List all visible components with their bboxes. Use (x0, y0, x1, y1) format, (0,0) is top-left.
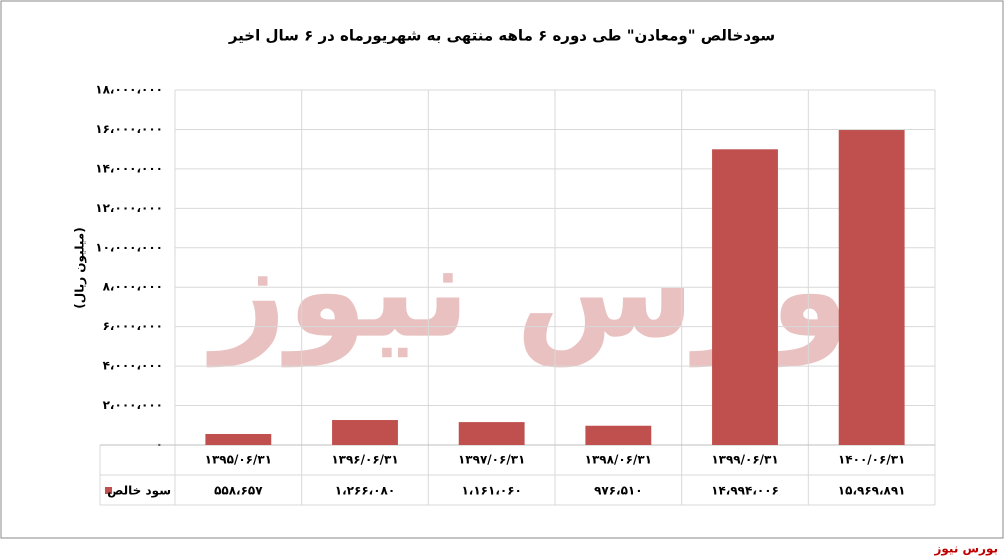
table-value: ۵۵۸،۶۵۷ (214, 484, 263, 498)
table-value: ۱۴،۹۹۴،۰۰۶ (711, 484, 779, 498)
x-tick-label: ۱۳۹۶/۰۶/۳۱ (331, 453, 398, 467)
table-value: ۱،۲۶۶،۰۸۰ (335, 484, 395, 498)
y-tick-label: ۲،۰۰۰،۰۰۰ (103, 398, 163, 412)
bar (712, 149, 778, 445)
bar (332, 420, 398, 445)
watermark: بورس نیوز (206, 215, 900, 368)
bar (838, 130, 905, 445)
x-tick-label: ۱۳۹۵/۰۶/۳۱ (205, 453, 272, 467)
y-tick-label: ۱۸،۰۰۰،۰۰۰ (95, 83, 163, 97)
y-tick-label: ۱۲،۰۰۰،۰۰۰ (95, 201, 163, 215)
source: بورس نیوز (933, 542, 998, 557)
table-value: ۹۷۶،۵۱۰ (594, 484, 643, 498)
y-tick-label: ۸،۰۰۰،۰۰۰ (103, 280, 163, 294)
y-tick-label: ۶،۰۰۰،۰۰۰ (103, 319, 163, 333)
legend-label: سود خالص (107, 484, 171, 499)
bar (585, 425, 652, 445)
y-tick-label: ۱۴،۰۰۰،۰۰۰ (95, 161, 163, 175)
y-tick-label: ۱۶،۰۰۰،۰۰۰ (95, 122, 163, 136)
legend-key (105, 487, 112, 494)
x-tick-label: ۱۴۰۰/۰۶/۳۱ (838, 453, 905, 467)
table-value: ۱،۱۶۱،۰۶۰ (461, 484, 521, 498)
x-tick-label: ۱۳۹۸/۰۶/۳۱ (585, 453, 652, 467)
bar (205, 433, 272, 445)
x-tick-label: ۱۳۹۹/۰۶/۳۱ (711, 453, 778, 467)
table-value: ۱۵،۹۶۹،۸۹۱ (838, 484, 906, 498)
chart-title: سودخالص "ومعادن" طی دوره ۶ ماهه منتهی به… (228, 27, 775, 45)
x-tick-label: ۱۳۹۷/۰۶/۳۱ (458, 453, 525, 467)
y-axis-label: (میلیون ریال) (73, 227, 88, 308)
y-tick-label: ۱۰،۰۰۰،۰۰۰ (95, 240, 163, 254)
y-tick-label: ۴،۰۰۰،۰۰۰ (103, 359, 163, 373)
bar (458, 422, 525, 445)
